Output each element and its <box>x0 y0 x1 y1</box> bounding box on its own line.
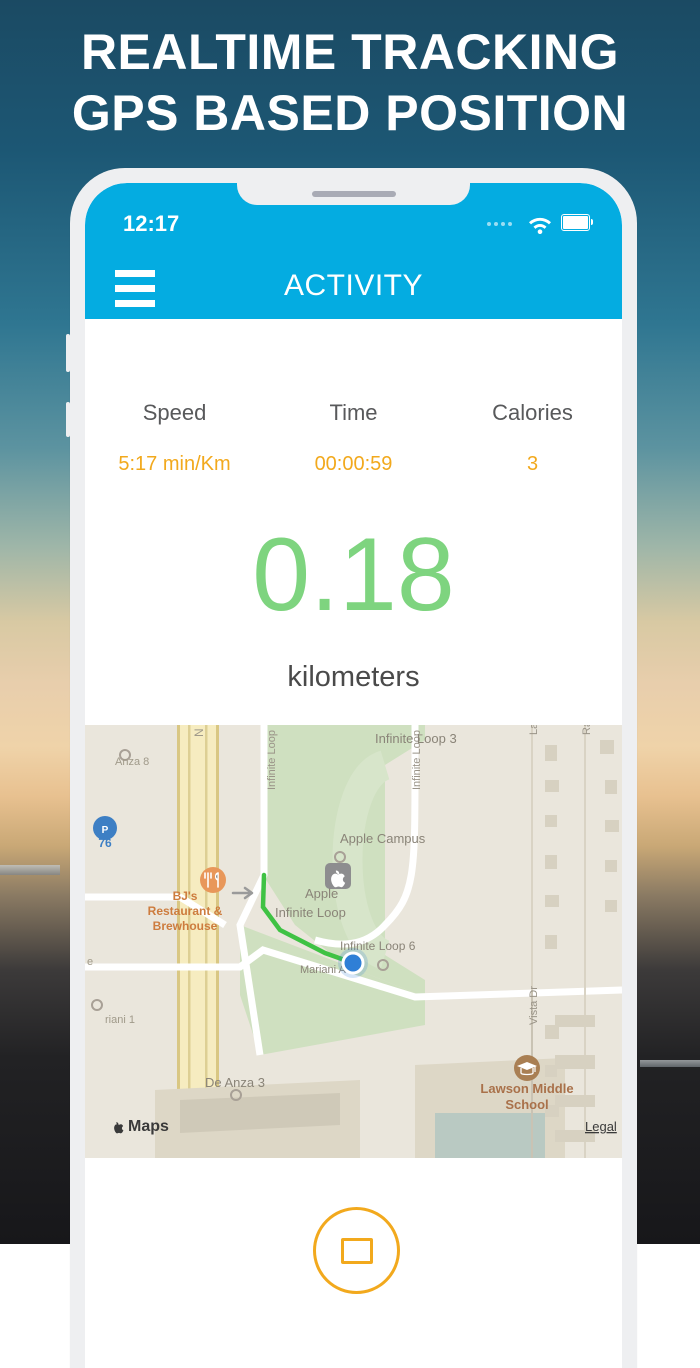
svg-text:e: e <box>87 956 93 968</box>
svg-text:School: School <box>505 1097 548 1112</box>
svg-text:Lawson Middle: Lawson Middle <box>480 1081 573 1096</box>
svg-text:Larry Way: Larry Way <box>528 725 540 735</box>
svg-text:BJ's: BJ's <box>173 889 198 903</box>
svg-text:Anza 8: Anza 8 <box>115 756 149 768</box>
svg-text:Brewhouse: Brewhouse <box>153 919 218 933</box>
svg-text:Apple: Apple <box>305 886 338 901</box>
svg-text:Randy Ln: Randy Ln <box>581 725 593 735</box>
svg-text:Apple Campus: Apple Campus <box>340 831 426 846</box>
svg-text:Infinite Loop: Infinite Loop <box>266 730 278 790</box>
svg-text:N De Anza: N De Anza <box>192 725 206 737</box>
svg-text:riani 1: riani 1 <box>105 1014 135 1026</box>
svg-text:Legal: Legal <box>585 1119 617 1134</box>
svg-text:76: 76 <box>98 836 112 850</box>
svg-text:Infinite Loop: Infinite Loop <box>275 905 346 920</box>
svg-text:De Anza 3: De Anza 3 <box>205 1075 265 1090</box>
svg-text:P: P <box>102 825 109 836</box>
svg-text:Maps: Maps <box>128 1118 169 1135</box>
svg-text:Vista Dr: Vista Dr <box>528 986 540 1025</box>
svg-text:Restaurant &: Restaurant & <box>148 904 223 918</box>
svg-text:Infinite Loop 3: Infinite Loop 3 <box>375 731 457 746</box>
